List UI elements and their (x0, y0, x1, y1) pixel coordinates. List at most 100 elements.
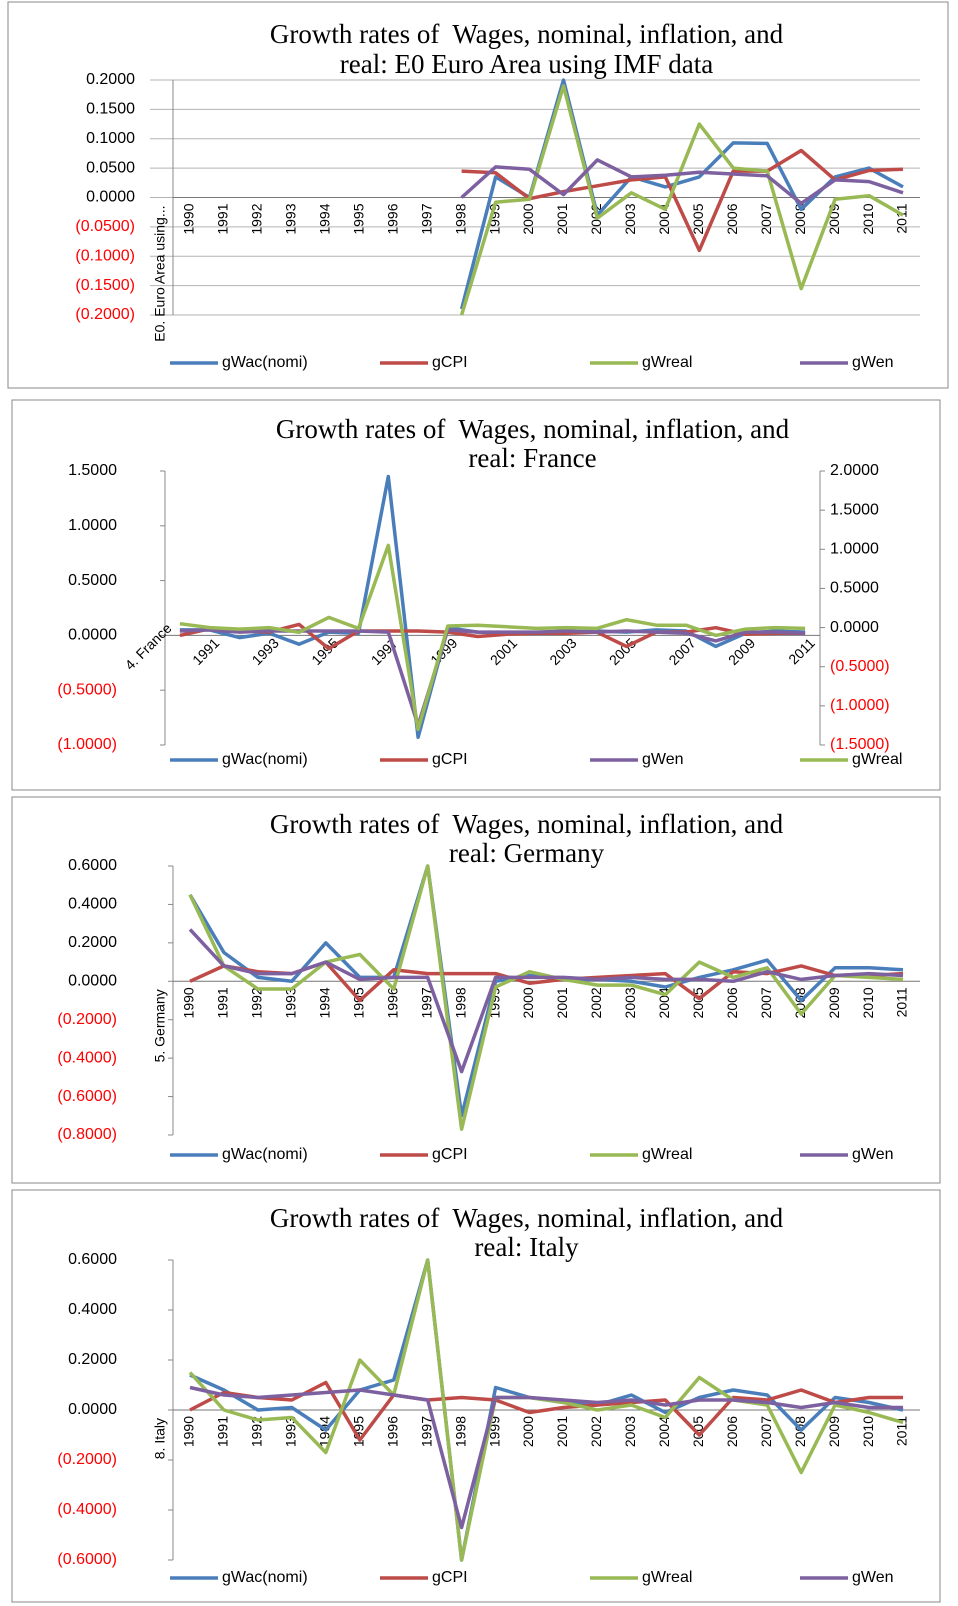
x-tick-label: 2010 (860, 203, 876, 234)
series-line (188, 864, 904, 1131)
x-tick-label: 1995 (350, 203, 366, 234)
x-tick-label: 1998 (452, 987, 468, 1018)
y2-tick-label: 0.0000 (830, 619, 879, 636)
x-tick-label: 1994 (316, 987, 332, 1018)
y-tick-label: (0.2000) (57, 1451, 117, 1468)
chart-title: real: E0 Euro Area using IMF data (340, 49, 713, 79)
y2-tick-label: (1.5000) (830, 736, 890, 753)
x-tick-label: 1990 (181, 203, 197, 234)
x-tick-label: 1993 (283, 203, 299, 234)
x-tick-label: 1993 (283, 987, 299, 1018)
x-tick-label: 1996 (384, 203, 400, 234)
series-line (189, 1380, 903, 1442)
y-tick-label: (0.6000) (57, 1088, 117, 1105)
x-tick-label: 2007 (758, 987, 774, 1018)
x-tick-label: 2000 (520, 203, 536, 234)
x-tick-label: 2009 (826, 1416, 842, 1447)
x-tick-label: 2011 (894, 987, 910, 1017)
y-tick-label: (0.2000) (57, 1011, 117, 1028)
x-tick-label: 1997 (418, 1416, 434, 1447)
x-tick-label: 2004 (656, 203, 672, 234)
legend-label: gWreal (642, 1146, 692, 1163)
x-tick-label: 2000 (520, 1416, 536, 1447)
y-tick-label: (1.0000) (57, 736, 117, 753)
x-tick-label: 1992 (249, 203, 265, 234)
legend-label: gCPI (432, 354, 468, 371)
series-line (461, 148, 904, 253)
x-tick-label: 1990 (181, 1416, 197, 1447)
x-tick-label: 1998 (452, 203, 468, 234)
y-tick-label: 0.1000 (86, 130, 135, 147)
x-tick-label: 2011 (894, 1416, 910, 1446)
legend-label: gWen (852, 1569, 894, 1586)
x-tick-label: 1997 (418, 203, 434, 234)
x-tick-label: 1991 (215, 987, 231, 1018)
x-tick-label: 1994 (316, 203, 332, 234)
x-tick-label: 2003 (622, 987, 638, 1018)
x-tick-label: 1999 (486, 203, 502, 234)
y-tick-label: 0.0500 (86, 159, 135, 176)
y-tick-label: (0.0500) (75, 218, 135, 235)
chart-title: real: France (468, 443, 596, 473)
x-tick-label: 2006 (724, 203, 740, 234)
x-tick-label: 2002 (588, 987, 604, 1018)
legend-label: gWac(nomi) (222, 1146, 308, 1163)
y-tick-label: 0.2000 (68, 1351, 117, 1368)
chart-title: real: Germany (449, 838, 605, 868)
x-tick-label: 1993 (283, 1416, 299, 1447)
y-tick-label: 0.0000 (86, 189, 135, 206)
y-tick-label: 0.4000 (68, 1301, 117, 1318)
x-tick-label: 1992 (249, 1416, 265, 1447)
x-tick-label: 1990 (181, 987, 197, 1018)
y-tick-label: 1.5000 (68, 462, 117, 479)
x-axis-title: 8. Italy (152, 1418, 168, 1459)
y-tick-label: 0.1500 (86, 101, 135, 118)
x-axis-title: 5. Germany (152, 989, 168, 1062)
y-tick-label: 1.0000 (68, 517, 117, 534)
x-tick-label: 2002 (588, 1416, 604, 1447)
y-tick-label: (0.1500) (75, 277, 135, 294)
legend-label: gWen (642, 751, 684, 768)
chart-title: real: Italy (474, 1232, 579, 1262)
y2-tick-label: 1.5000 (830, 501, 879, 518)
chart-title: Growth rates of Wages, nominal, inflatio… (276, 414, 790, 444)
x-tick-label: 2000 (520, 987, 536, 1018)
y-tick-label: 0.0000 (68, 973, 117, 990)
y-tick-label: 0.6000 (68, 857, 117, 874)
y-tick-label: 0.5000 (68, 572, 117, 589)
y-tick-label: 0.6000 (68, 1251, 117, 1268)
series-line (459, 84, 904, 316)
y2-tick-label: 0.5000 (830, 580, 879, 597)
x-tick-label: 1992 (249, 987, 265, 1018)
x-tick-label: 2006 (724, 1416, 740, 1447)
chart-title: Growth rates of Wages, nominal, inflatio… (270, 1203, 784, 1233)
y2-tick-label: (1.0000) (830, 697, 890, 714)
y-tick-label: 0.0000 (68, 1401, 117, 1418)
y-tick-label: 0.2000 (68, 934, 117, 951)
y-tick-label: (0.8000) (57, 1126, 117, 1143)
y2-tick-label: 2.0000 (830, 462, 879, 479)
x-tick-label: 2001 (554, 1416, 570, 1447)
series-line (460, 158, 904, 206)
legend-label: gWac(nomi) (222, 1569, 308, 1586)
legend-label: gWreal (642, 354, 692, 371)
x-tick-label: 2004 (656, 1416, 672, 1447)
chart-title: Growth rates of Wages, nominal, inflatio… (270, 809, 784, 839)
y2-tick-label: (0.5000) (830, 658, 890, 675)
x-tick-label: 2001 (554, 203, 570, 234)
x-tick-label: 1994 (316, 1416, 332, 1447)
y-tick-label: (0.6000) (57, 1551, 117, 1568)
x-tick-label: 2009 (826, 987, 842, 1018)
x-tick-label: 1991 (215, 1416, 231, 1447)
legend-label: gWen (852, 1146, 894, 1163)
x-tick-label: 1997 (418, 987, 434, 1018)
y-tick-label: (0.2000) (75, 306, 135, 323)
x-tick-label: 2006 (724, 987, 740, 1018)
legend-label: gCPI (432, 1146, 468, 1163)
y-tick-label: (0.4000) (57, 1049, 117, 1066)
y-tick-label: (0.1000) (75, 247, 135, 264)
x-tick-label: 2003 (622, 203, 638, 234)
x-tick-label: 2008 (792, 203, 808, 234)
y-tick-label: 0.4000 (68, 896, 117, 913)
